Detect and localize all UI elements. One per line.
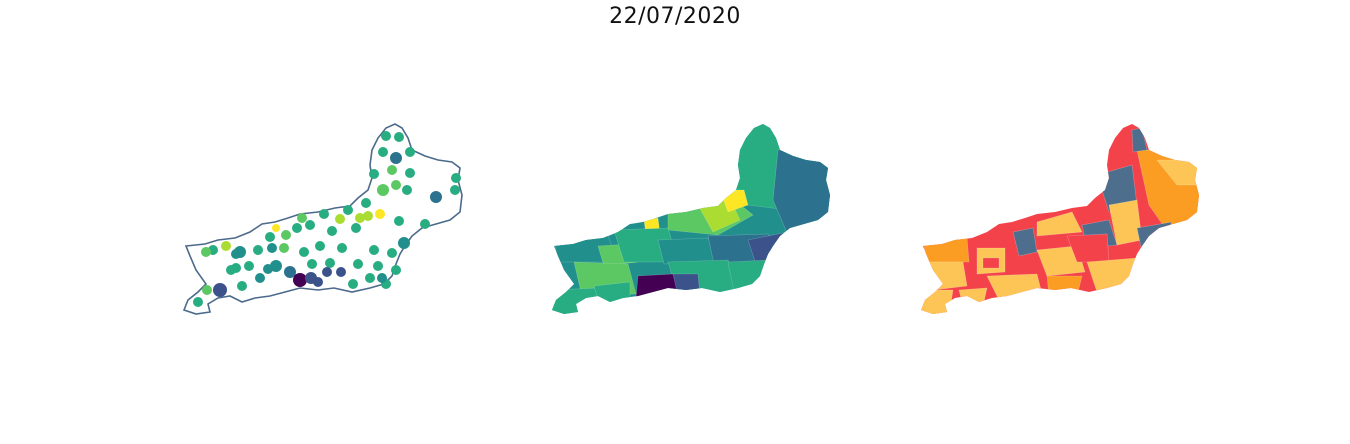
municipality-point [325,258,335,268]
municipality-point [322,267,332,277]
category-region [982,257,1000,269]
figure-title: 22/07/2020 [609,4,741,29]
municipality-point [387,248,397,258]
choropleth-region [772,149,830,236]
category-region [958,287,988,307]
municipality-point [297,213,307,223]
municipality-point [365,273,375,283]
municipality-point [231,249,241,259]
category-region [1036,245,1086,277]
municipality-point [335,214,345,224]
municipality-point [313,277,323,287]
municipality-point [390,152,402,164]
municipality-point [237,281,247,291]
choropleth-region [727,259,769,293]
choropleth-region [672,273,701,297]
municipality-points [193,131,461,307]
municipality-point [284,266,296,278]
municipality-point [319,209,329,219]
municipality-point [378,147,388,157]
municipality-point [387,165,397,175]
municipality-point [270,260,282,272]
municipality-point [381,131,391,141]
category-region [1131,127,1148,153]
category-region [921,289,954,314]
choropleth-region [635,273,681,299]
municipality-point [307,259,317,269]
municipality-point [337,243,347,253]
municipality-point [213,283,227,297]
municipality-point [253,245,263,255]
municipality-point [391,265,401,275]
municipality-point [193,297,203,307]
category-region [1086,257,1142,293]
municipality-point [267,243,277,253]
municipality-point [420,219,430,229]
municipality-point [369,245,379,255]
category-region [922,261,968,291]
category-region [1036,211,1083,237]
municipality-point [343,205,353,215]
municipality-point [405,168,415,178]
municipality-point [369,169,379,179]
map-panel-choropleth [552,124,830,314]
municipality-point [405,147,415,157]
municipality-point [402,185,412,195]
municipality-point [293,273,307,287]
municipality-point [244,261,254,271]
municipality-point [272,224,280,232]
municipality-point [373,261,383,271]
municipality-point [299,247,309,257]
municipality-point [450,185,460,195]
municipality-point [351,223,361,233]
municipality-point [279,243,289,253]
category-region [1046,275,1083,297]
municipality-point [255,273,265,283]
municipality-point [394,216,404,226]
municipality-point [221,241,231,251]
municipality-point [377,184,389,196]
municipality-point [398,237,410,249]
municipality-point [451,173,461,183]
municipality-point [394,132,404,142]
municipality-point [355,213,365,223]
municipality-point [361,198,371,208]
municipality-point [375,209,385,219]
municipality-point [315,241,325,251]
municipality-point [353,259,363,269]
municipality-point [202,285,212,295]
municipality-point [348,279,358,289]
map-panel-points [183,123,463,315]
municipality-point [430,191,442,203]
choropleth-region [552,287,599,314]
municipality-point [281,230,291,240]
choropleth-regions [552,124,830,314]
choropleth-region [593,281,631,307]
state-outline [183,123,463,315]
category-region [922,237,970,263]
municipality-point [292,223,302,233]
municipality-point [226,265,236,275]
municipality-point [377,273,387,283]
municipality-point [336,267,346,277]
municipality-point [363,211,373,221]
municipality-point [391,180,401,190]
category-region [1012,227,1038,257]
municipality-point [265,232,275,242]
map-panel-categories [921,124,1199,314]
municipality-point [327,226,337,236]
municipality-point [201,247,211,257]
municipality-point [305,220,315,230]
